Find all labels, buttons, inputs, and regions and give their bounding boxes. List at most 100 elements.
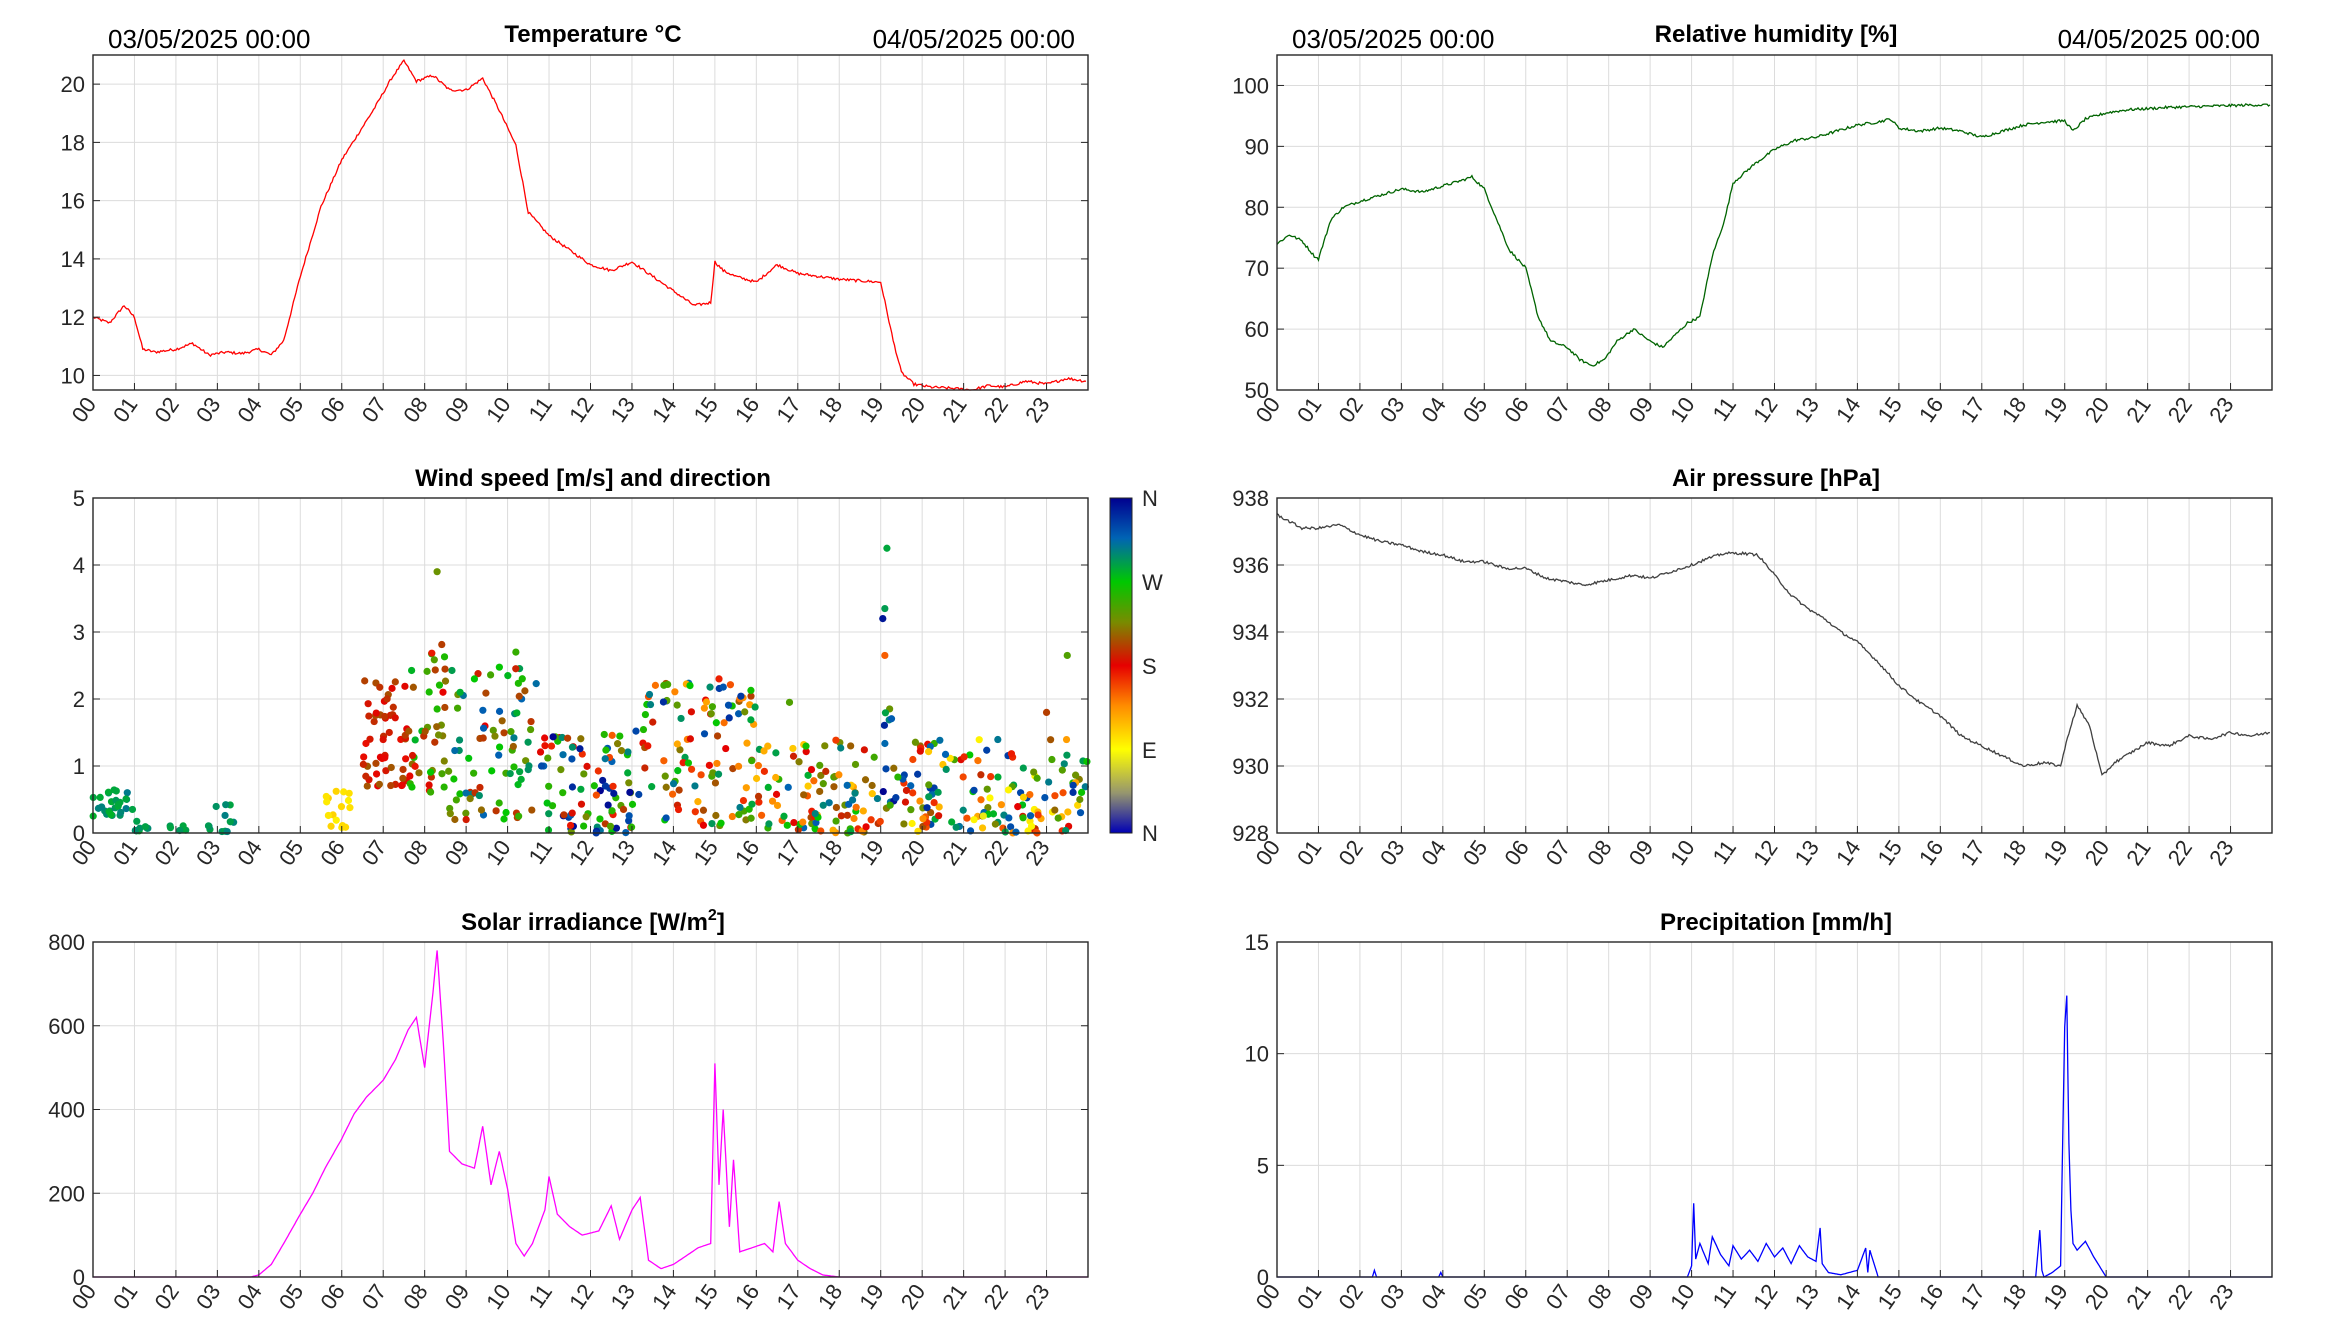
wind-point <box>359 760 367 768</box>
wind-point <box>388 684 396 692</box>
wind-point <box>935 812 943 820</box>
wind-point <box>434 731 443 739</box>
wind-point <box>1019 814 1027 822</box>
wind-point <box>925 793 933 801</box>
wind-point <box>549 733 557 741</box>
wind-point <box>1032 828 1041 836</box>
wind-point <box>994 773 1002 781</box>
wind-point <box>649 718 657 726</box>
humidity-xtick-label: 05 <box>1458 393 1493 427</box>
wind-point <box>705 761 713 769</box>
wind-point <box>719 683 727 691</box>
solar-xtick-label: 12 <box>564 1280 599 1313</box>
solar-xtick-label: 07 <box>357 1280 392 1313</box>
wind-point <box>1074 801 1082 809</box>
wind-point <box>441 665 449 673</box>
temperature-xtick-label: 08 <box>398 393 433 427</box>
wind-point <box>455 736 464 744</box>
wind-point <box>997 801 1005 809</box>
wind-point <box>408 751 417 760</box>
solar-xtick-label: 09 <box>440 1280 475 1313</box>
pressure-ytick-label: 930 <box>1232 754 1269 779</box>
wind-point <box>601 755 609 763</box>
wind-point <box>852 803 860 811</box>
wind-point <box>902 786 911 795</box>
wind-point <box>747 814 755 822</box>
wind-point <box>527 717 535 726</box>
wind-ytick-label: 2 <box>73 687 85 712</box>
wind-point <box>790 818 798 827</box>
wind-point <box>131 826 139 835</box>
wind-point <box>645 690 654 699</box>
humidity-xtick-label: 11 <box>1708 393 1742 426</box>
wind-xtick-label: 10 <box>481 836 516 870</box>
wind-xtick-label: 01 <box>108 836 143 870</box>
wind-point <box>370 717 378 726</box>
humidity-xtick-label: 12 <box>1748 393 1783 427</box>
wind-point <box>687 765 696 773</box>
wind-point <box>687 708 696 716</box>
wind-point <box>822 767 830 776</box>
wind-point <box>975 736 983 744</box>
wind-point <box>1054 814 1062 822</box>
wind-point <box>362 772 370 780</box>
wind-xtick-label: 11 <box>524 836 558 869</box>
wind-point <box>445 767 453 775</box>
precipitation-title: Precipitation [mm/h] <box>1660 909 1892 936</box>
wind-point <box>819 801 827 809</box>
wind-point <box>568 809 576 817</box>
wind-ytick-label: 0 <box>73 821 85 846</box>
pressure-series-line <box>1276 513 2270 776</box>
wind-point <box>582 813 590 821</box>
wind-point <box>512 665 520 673</box>
wind-point <box>456 688 464 696</box>
precip-xtick-label: 19 <box>2038 1280 2073 1313</box>
precip-ytick-label: 15 <box>1245 930 1269 955</box>
wind-point <box>648 783 656 791</box>
wind-point <box>825 799 833 807</box>
precip-xtick-label: 18 <box>1997 1280 2032 1313</box>
wind-xtick-label: 21 <box>937 836 972 870</box>
wind-point <box>564 734 572 742</box>
wind-point <box>545 782 553 790</box>
solar-xtick-label: 08 <box>398 1280 433 1313</box>
wind-point <box>541 742 549 750</box>
wind-point <box>568 783 577 791</box>
pressure-ytick-label: 932 <box>1232 687 1269 712</box>
wind-point <box>107 811 115 819</box>
colorbar-label-s: S <box>1142 654 1157 679</box>
wind-point <box>1060 760 1068 768</box>
solar-xtick-label: 23 <box>1020 1280 1055 1313</box>
temperature-xtick-label: 21 <box>937 393 972 427</box>
wind-point <box>669 790 677 798</box>
wind-point <box>712 811 720 820</box>
temperature-xtick-label: 04 <box>232 393 267 427</box>
wind-point <box>807 765 816 774</box>
pressure-ytick-label: 934 <box>1232 620 1269 645</box>
wind-point <box>1045 778 1053 786</box>
wind-point <box>729 765 737 773</box>
wind-point <box>448 666 456 675</box>
wind-point <box>475 791 483 800</box>
wind-point <box>747 716 755 724</box>
wind-point <box>421 727 429 735</box>
wind-point <box>1076 795 1084 804</box>
solar-xtick-label: 21 <box>937 1280 972 1313</box>
wind-point <box>500 729 508 737</box>
wind-point <box>819 780 827 788</box>
wind-point <box>470 769 478 777</box>
humidity-xtick-label: 04 <box>1416 393 1451 427</box>
wind-point <box>450 775 458 783</box>
wind-point <box>592 791 600 799</box>
solar-xtick-label: 02 <box>149 1280 184 1313</box>
wind-point <box>748 800 756 808</box>
wind-point <box>862 823 870 831</box>
wind-point <box>709 769 717 777</box>
wind-point <box>446 810 454 818</box>
wind-point <box>886 801 894 809</box>
wind-point <box>635 790 643 799</box>
wind-point <box>322 792 330 801</box>
wind-point <box>405 727 413 735</box>
wind-point <box>406 772 414 780</box>
